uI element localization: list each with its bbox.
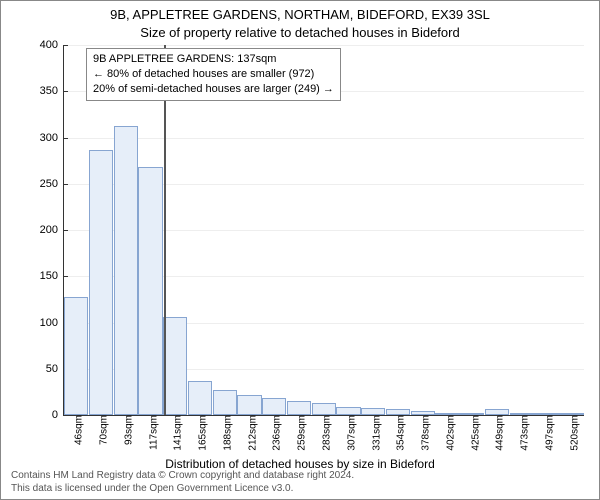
histogram-bar xyxy=(213,390,237,415)
x-tick-label: 449sqm xyxy=(489,415,506,451)
y-tick-label: 250 xyxy=(40,178,64,190)
x-tick-label: 283sqm xyxy=(316,415,333,451)
y-tick-label: 400 xyxy=(40,39,64,51)
histogram-bar xyxy=(138,167,162,415)
annotation-box: 9B APPLETREE GARDENS: 137sqm ← 80% of de… xyxy=(86,48,341,101)
footer-line: Contains HM Land Registry data © Crown c… xyxy=(11,470,589,483)
title-main: 9B, APPLETREE GARDENS, NORTHAM, BIDEFORD… xyxy=(1,7,599,22)
annotation-line: ← 80% of detached houses are smaller (97… xyxy=(93,67,334,82)
x-tick-label: 259sqm xyxy=(291,415,308,451)
x-tick-label: 425sqm xyxy=(464,415,481,451)
x-tick-label: 93sqm xyxy=(117,415,134,445)
title-sub: Size of property relative to detached ho… xyxy=(1,25,599,40)
x-tick-label: 236sqm xyxy=(266,415,283,451)
footer-attribution: Contains HM Land Registry data © Crown c… xyxy=(11,470,589,495)
histogram-bar xyxy=(336,407,360,415)
y-tick-label: 100 xyxy=(40,317,64,329)
x-tick-label: 378sqm xyxy=(415,415,432,451)
histogram-bar xyxy=(114,126,138,415)
x-tick-label: 46sqm xyxy=(68,415,85,445)
histogram-bar xyxy=(64,297,88,415)
y-tick-label: 50 xyxy=(46,363,64,375)
x-tick-label: 165sqm xyxy=(192,415,209,451)
x-tick-label: 307sqm xyxy=(340,415,357,451)
histogram-bar xyxy=(262,398,286,415)
gridline xyxy=(64,45,584,46)
x-tick-label: 331sqm xyxy=(365,415,382,451)
x-tick-label: 188sqm xyxy=(216,415,233,451)
x-tick-label: 141sqm xyxy=(167,415,184,451)
y-tick-label: 0 xyxy=(52,409,64,421)
y-tick-label: 350 xyxy=(40,85,64,97)
x-tick-label: 402sqm xyxy=(439,415,456,451)
x-tick-label: 212sqm xyxy=(241,415,258,451)
y-tick-label: 300 xyxy=(40,132,64,144)
histogram-bar xyxy=(163,317,187,415)
histogram-bar xyxy=(188,381,212,415)
y-tick-label: 200 xyxy=(40,224,64,236)
x-axis-label: Distribution of detached houses by size … xyxy=(1,457,599,471)
footer-line: This data is licensed under the Open Gov… xyxy=(11,483,589,496)
plot-area: 05010015020025030035040046sqm70sqm93sqm1… xyxy=(63,45,584,416)
gridline xyxy=(64,138,584,139)
x-tick-label: 70sqm xyxy=(93,415,110,445)
chart-container: 9B, APPLETREE GARDENS, NORTHAM, BIDEFORD… xyxy=(0,0,600,500)
annotation-line: 9B APPLETREE GARDENS: 137sqm xyxy=(93,52,334,67)
histogram-bar xyxy=(287,401,311,415)
histogram-bar xyxy=(361,408,385,415)
x-tick-label: 473sqm xyxy=(514,415,531,451)
histogram-bar xyxy=(89,150,113,415)
histogram-bar xyxy=(312,403,336,415)
histogram-bar xyxy=(237,395,261,415)
x-tick-label: 354sqm xyxy=(390,415,407,451)
x-tick-label: 117sqm xyxy=(142,415,159,450)
y-tick-label: 150 xyxy=(40,270,64,282)
x-tick-label: 520sqm xyxy=(563,415,580,451)
x-tick-label: 497sqm xyxy=(538,415,555,451)
annotation-line: 20% of semi-detached houses are larger (… xyxy=(93,82,334,97)
